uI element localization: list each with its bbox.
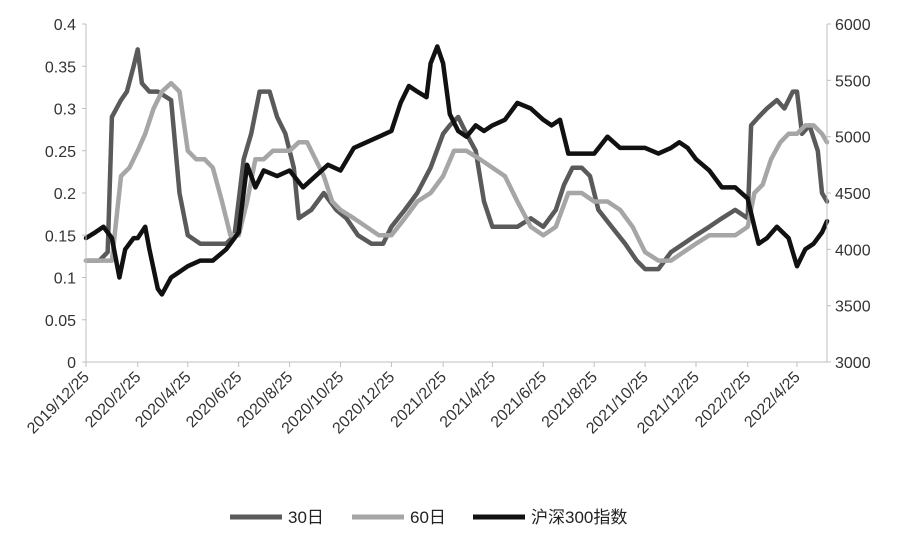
legend-label-csi300: 沪深300指数 — [531, 508, 627, 527]
y-right-tick-label: 4500 — [835, 186, 871, 203]
y-left-tick-label: 0 — [67, 355, 76, 372]
y-left-tick-label: 0.4 — [54, 17, 76, 34]
y-right-tick-label: 3000 — [835, 355, 871, 372]
y-left-tick-label: 0.35 — [45, 59, 76, 76]
legend-item-csi300: 沪深300指数 — [473, 508, 627, 527]
y-left-tick-label: 0.2 — [54, 186, 76, 203]
legend-label-30d: 30日 — [288, 508, 324, 527]
legend-item-60d: 60日 — [352, 508, 446, 527]
y-left-tick-label: 0.1 — [54, 271, 76, 288]
y-left-tick-label: 0.05 — [45, 313, 76, 330]
y-right-tick-label: 3500 — [835, 299, 871, 316]
legend-item-30d: 30日 — [230, 508, 324, 527]
series-line-60d — [83, 80, 830, 263]
y-left-tick-label: 0.15 — [45, 228, 76, 245]
y-right-tick-label: 6000 — [835, 17, 871, 34]
y-right-tick-label: 4000 — [835, 242, 871, 259]
y-left-tick-label: 0.25 — [45, 144, 76, 161]
y-right-tick-label: 5500 — [835, 73, 871, 90]
legend-label-60d: 60日 — [410, 508, 446, 527]
y-right-tick-label: 5000 — [835, 130, 871, 147]
x-tick-label: 2019/12/25 — [24, 369, 93, 438]
series-layer — [83, 44, 830, 297]
series-line-csi300 — [83, 44, 830, 297]
y-left-tick-label: 0.3 — [54, 102, 76, 119]
legend: 30日 60日 沪深300指数 — [230, 508, 627, 527]
